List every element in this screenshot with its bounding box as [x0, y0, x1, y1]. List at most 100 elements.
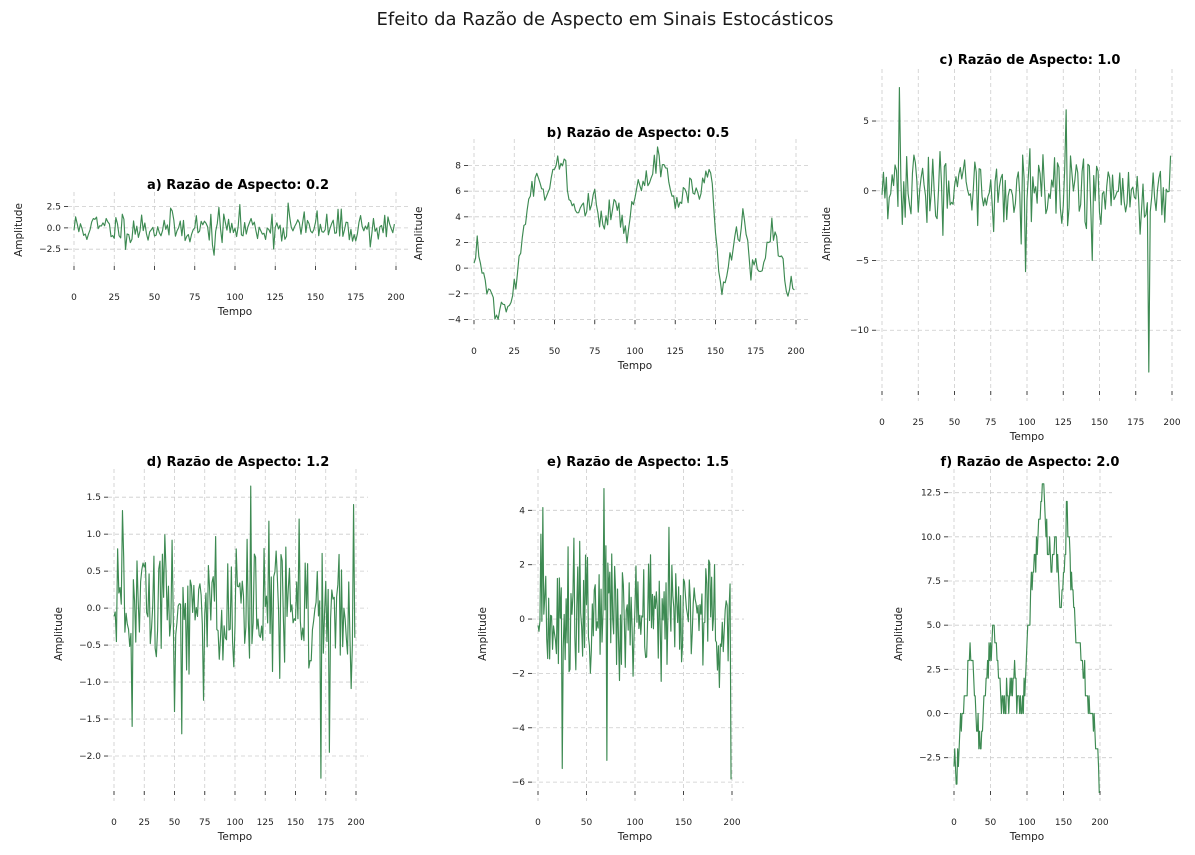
panel-title: e) Razão de Aspecto: 1.5	[547, 455, 729, 470]
series-line	[953, 483, 1100, 794]
series-line	[537, 488, 732, 780]
x-tick-label: 75	[985, 418, 996, 428]
y-tick-label: 1.0	[87, 530, 102, 540]
panel-b: −4 −2 0 2 4 6 8 0 25 50 75 100 125 150 175 200 b) Razão …	[413, 126, 808, 372]
y-tick-label: 5	[863, 117, 869, 127]
panel-d: −2.0 −1.5 −1.0 −0.5 0.0 0.5 1.0 1.5 0 25 50 75 100 12…	[53, 455, 368, 843]
x-tick-label: 125	[257, 818, 274, 828]
x-tick-label: 50	[549, 347, 561, 357]
x-tick-label: 200	[347, 818, 364, 828]
y-axis-label: Amplitude	[53, 607, 65, 661]
x-axis-label: Tempo	[617, 831, 652, 843]
x-tick-label: 50	[985, 818, 997, 828]
y-tick-label: 0.0	[927, 710, 942, 720]
x-tick-label: 100	[226, 818, 243, 828]
x-axis-label: Tempo	[217, 306, 252, 318]
y-tick-label: 0	[455, 264, 461, 274]
x-axis-label: Tempo	[1009, 431, 1044, 443]
y-tick-label: 10.0	[921, 533, 941, 543]
x-axis-label: Tempo	[1009, 831, 1044, 843]
x-tick-label: 100	[1018, 418, 1035, 428]
y-tick-label: 5.0	[927, 621, 942, 631]
y-tick-label: 2.5	[47, 203, 61, 213]
panel-title: d) Razão de Aspecto: 1.2	[147, 455, 330, 470]
x-tick-label: 0	[535, 818, 541, 828]
y-tick-label: 4	[455, 213, 461, 223]
y-axis-label: Amplitude	[821, 207, 833, 261]
x-tick-label: 50	[169, 818, 181, 828]
y-tick-label: 0	[863, 187, 869, 197]
y-tick-label: 2	[455, 238, 461, 248]
x-tick-label: 50	[949, 418, 961, 428]
x-tick-label: 0	[471, 347, 477, 357]
y-tick-label: 0.5	[87, 567, 101, 577]
y-tick-label: 2.5	[927, 665, 941, 675]
x-tick-label: 0	[71, 293, 77, 303]
x-tick-label: 50	[149, 293, 161, 303]
y-axis-label: Amplitude	[13, 203, 25, 257]
x-tick-label: 200	[387, 293, 404, 303]
x-tick-label: 175	[317, 818, 334, 828]
x-tick-label: 175	[1127, 418, 1144, 428]
x-tick-label: 25	[139, 818, 150, 828]
x-tick-label: 200	[787, 347, 804, 357]
y-tick-label: −5	[856, 257, 869, 267]
x-tick-label: 125	[267, 293, 284, 303]
y-tick-label: −4	[448, 315, 462, 325]
x-tick-label: 175	[347, 293, 364, 303]
x-tick-label: 150	[1055, 818, 1072, 828]
y-tick-label: 2	[519, 561, 525, 571]
y-tick-label: −0.5	[79, 641, 101, 651]
series-line	[113, 485, 356, 779]
panel-title: b) Razão de Aspecto: 0.5	[547, 126, 730, 141]
y-tick-label: 12.5	[921, 489, 941, 499]
panel-title: c) Razão de Aspecto: 1.0	[940, 53, 1121, 68]
y-axis-label: Amplitude	[413, 207, 425, 261]
y-tick-label: 4	[519, 506, 525, 516]
x-axis-label: Tempo	[617, 360, 652, 372]
y-tick-label: 0	[519, 615, 525, 625]
x-tick-label: 200	[1163, 418, 1180, 428]
series-line	[881, 86, 1172, 373]
x-tick-label: 150	[307, 293, 324, 303]
x-tick-label: 75	[589, 347, 600, 357]
y-tick-label: 6	[455, 187, 461, 197]
y-tick-label: 7.5	[927, 577, 941, 587]
x-tick-label: 0	[879, 418, 885, 428]
x-tick-label: 175	[747, 347, 764, 357]
x-tick-label: 200	[723, 818, 740, 828]
x-axis-label: Tempo	[217, 831, 252, 843]
y-tick-label: −2.5	[919, 754, 941, 764]
x-tick-label: 100	[1018, 818, 1035, 828]
panel-title: a) Razão de Aspecto: 0.2	[147, 178, 329, 193]
y-tick-label: −6	[512, 778, 526, 788]
x-tick-label: 200	[1091, 818, 1108, 828]
x-tick-label: 100	[626, 818, 643, 828]
x-tick-label: 0	[951, 818, 957, 828]
y-axis-label: Amplitude	[893, 607, 905, 661]
y-tick-label: −2	[448, 290, 461, 300]
panel-f: −2.5 0.0 2.5 5.0 7.5 10.0 12.5 0 50 100 150 200 f) R…	[893, 455, 1119, 843]
x-tick-label: 0	[111, 818, 117, 828]
x-tick-label: 100	[226, 293, 243, 303]
series-line	[73, 202, 395, 256]
y-tick-label: 0.0	[47, 224, 62, 234]
x-tick-label: 150	[675, 818, 692, 828]
x-tick-label: 75	[199, 818, 210, 828]
x-tick-label: 25	[509, 347, 520, 357]
series-line	[473, 146, 795, 320]
x-tick-label: 100	[626, 347, 643, 357]
panel-e: −6 −4 −2 0 2 4 0 50 100 150 200 e) Razão de Aspecto…	[477, 455, 744, 843]
y-axis-label: Amplitude	[477, 607, 489, 661]
y-tick-label: −1.0	[79, 678, 101, 688]
x-tick-label: 125	[1055, 418, 1072, 428]
y-tick-label: −10	[850, 326, 869, 336]
y-tick-label: −2	[512, 669, 525, 679]
x-tick-label: 150	[287, 818, 304, 828]
figure-title: Efeito da Razão de Aspecto em Sinais Est…	[377, 9, 834, 30]
x-tick-label: 50	[581, 818, 593, 828]
x-tick-label: 150	[707, 347, 724, 357]
